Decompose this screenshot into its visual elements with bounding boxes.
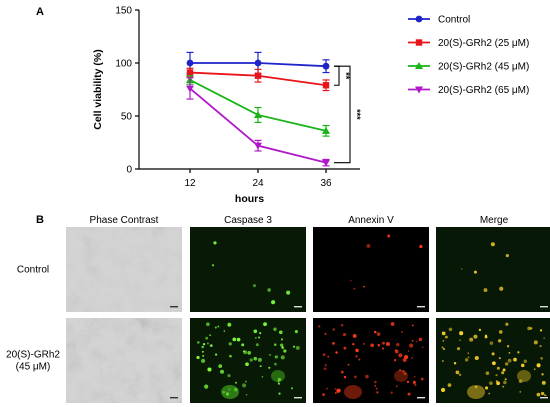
micrograph	[66, 318, 182, 403]
legend-item: 20(S)-GRh2 (45 μM)	[408, 62, 529, 73]
legend-item: 20(S)-GRh2 (65 μM)	[408, 85, 529, 96]
x-axis-title: hours	[235, 193, 264, 205]
series-4	[186, 77, 330, 167]
significance-label: ***	[352, 109, 362, 120]
data-point	[254, 110, 262, 118]
legend-label: 20(S)-GRh2 (65 μM)	[438, 85, 529, 96]
y-tick-label: 150	[115, 6, 132, 17]
y-axis-title: Cell viability (%)	[92, 49, 104, 130]
micrograph	[313, 318, 429, 403]
series-layer	[186, 51, 330, 167]
legend-marker	[415, 86, 423, 94]
microscopy-grid: Phase Contrast Caspase 3 Annexin V Merge Con…	[6, 215, 550, 403]
x-axis-ticks: 12 24 36	[184, 169, 332, 189]
significance-brackets: *****	[334, 65, 362, 164]
scale-bar	[417, 397, 425, 399]
micrograph	[66, 227, 182, 312]
viability-line-chart: 0 50 100 150 12 24 36 Cell viability (%) hour…	[92, 6, 529, 206]
significance-bracket: **	[334, 65, 351, 86]
column-label: Annexin V	[348, 215, 394, 226]
scale-bar	[540, 306, 548, 308]
significance-label: **	[341, 72, 351, 80]
row-label: 20(S)-GRh2	[6, 350, 60, 361]
y-tick-label: 50	[121, 112, 133, 123]
micrograph	[436, 227, 550, 312]
legend-marker	[415, 15, 423, 23]
column-label: Caspase 3	[224, 215, 272, 226]
panel-a-letter: A	[36, 6, 44, 18]
micrograph	[313, 227, 429, 312]
y-tick-label: 100	[115, 59, 132, 70]
data-point	[186, 59, 194, 67]
x-tick-label: 24	[252, 178, 264, 189]
chart-legend: Control 20(S)-GRh2 (25 μM) 20(S)-GRh2 (45 …	[408, 15, 529, 96]
data-point	[186, 69, 194, 76]
micrograph	[436, 318, 550, 403]
panel-b-letter: B	[36, 214, 44, 226]
legend-label: Control	[438, 15, 470, 26]
x-tick-label: 36	[320, 178, 332, 189]
column-label: Phase Contrast	[90, 215, 159, 226]
scale-bar	[170, 397, 178, 399]
scale-bar	[417, 306, 425, 308]
scale-bar	[294, 397, 302, 399]
data-point	[322, 126, 330, 134]
y-tick-label: 0	[126, 165, 132, 176]
column-label: Merge	[480, 215, 509, 226]
data-point	[254, 59, 262, 67]
micrograph	[190, 227, 306, 312]
significance-bracket: ***	[334, 65, 362, 164]
x-tick-label: 12	[184, 178, 196, 189]
series-3	[186, 75, 330, 137]
data-point	[254, 72, 262, 79]
scale-bar	[170, 306, 178, 308]
legend-item: 20(S)-GRh2 (25 μM)	[408, 38, 529, 49]
series-2	[186, 67, 330, 92]
legend-label: 20(S)-GRh2 (45 μM)	[438, 62, 529, 73]
scale-bar	[540, 397, 548, 399]
legend-marker	[415, 62, 423, 69]
legend-item: Control	[408, 15, 470, 26]
data-point	[322, 159, 330, 167]
y-axis-ticks: 0 50 100 150	[115, 6, 139, 176]
data-point	[322, 62, 330, 70]
row-label: Control	[17, 265, 49, 276]
legend-label: 20(S)-GRh2 (25 μM)	[438, 38, 529, 49]
data-point	[254, 142, 262, 150]
legend-marker	[415, 39, 423, 46]
micrograph	[190, 318, 306, 403]
data-point	[322, 82, 330, 89]
scale-bar	[294, 306, 302, 308]
data-point	[186, 85, 194, 93]
row-label: (45 μM)	[16, 362, 51, 373]
